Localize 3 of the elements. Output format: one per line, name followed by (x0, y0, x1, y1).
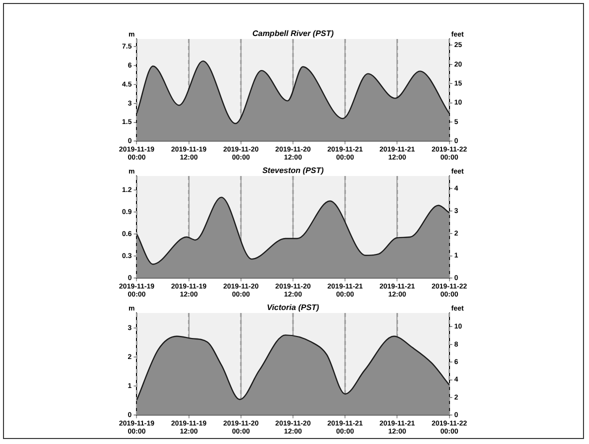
chart-title: Campbell River (PST) (252, 29, 334, 38)
chart-title: Steveston (PST) (262, 166, 324, 176)
chart-title: Victoria (PST) (266, 303, 320, 312)
